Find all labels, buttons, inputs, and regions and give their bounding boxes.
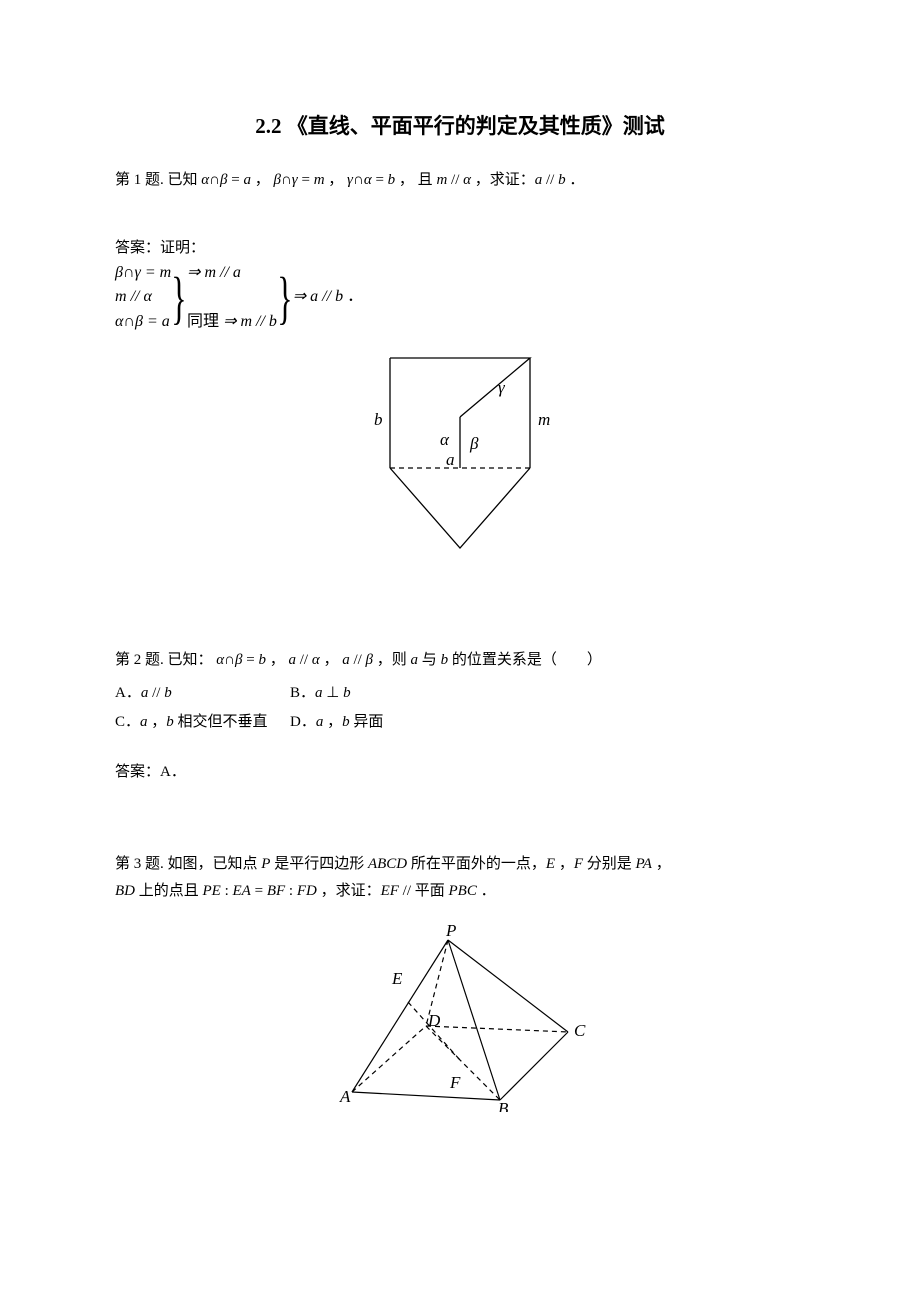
fig3-F: F	[449, 1073, 461, 1092]
q3-block: 第 3 题. 如图，已知点 P 是平行四边形 ABCD 所在平面外的一点，E ，…	[115, 851, 805, 904]
q2-prefix: 已知：	[168, 652, 213, 668]
q1-prefix: 已知	[168, 172, 198, 188]
q2-options: A．a // b B．a ⊥ b C．a ，b 相交但不垂直 D．a ，b 异面	[115, 679, 805, 736]
page-title: 2.2 《直线、平面平行的判定及其性质》测试	[115, 110, 805, 140]
figure-1: γ b m α β a	[115, 353, 805, 568]
fig1-gamma: γ	[498, 378, 506, 397]
fig3-A: A	[339, 1087, 351, 1106]
brace-2: }	[277, 269, 292, 327]
fig3-DB	[426, 1026, 500, 1100]
q1-answer-label: 答案：证明：	[115, 236, 805, 257]
q1-proof: β∩γ = m m // α α∩β = a } ⇒ m // a 同理 ⇒ m…	[115, 261, 805, 335]
q2-block: 第 2 题. 已知： α∩β = b ， a // α ， a // β ，则 …	[115, 648, 805, 782]
fig1-svg: γ b m α β a	[360, 353, 560, 563]
fig3-B: B	[498, 1099, 509, 1112]
q2-label: 第 2 题.	[115, 652, 164, 668]
fig1-top	[390, 358, 530, 417]
q1-and: 且	[418, 172, 433, 188]
q2-opt-d: D．a ，b 异面	[290, 708, 805, 737]
title-number: 2.2	[255, 114, 281, 138]
fig3-AB	[352, 1092, 500, 1100]
q2-opt-c: C．a ，b 相交但不垂直	[115, 708, 290, 737]
fig3-P: P	[445, 922, 456, 940]
figure-3: P E D C A F B	[115, 922, 805, 1117]
fig3-E: E	[391, 969, 403, 988]
fig1-m: m	[538, 410, 550, 429]
fig3-DC	[426, 1026, 568, 1032]
fig3-CP	[448, 940, 568, 1032]
q2-opt-a: A．a // b	[115, 679, 290, 708]
fig1-b: b	[374, 410, 383, 429]
q3-line1: 第 3 题. 如图，已知点 P 是平行四边形 ABCD 所在平面外的一点，E ，…	[115, 851, 805, 877]
fig3-svg: P E D C A F B	[320, 922, 600, 1112]
title-text: 《直线、平面平行的判定及其性质》测试	[287, 114, 665, 138]
fig3-BC	[500, 1032, 568, 1100]
proof-final: ⇒ a // b ．	[293, 285, 363, 310]
q2-opt-b: B．a ⊥ b	[290, 679, 805, 708]
proof-col-1: β∩γ = m m // α α∩β = a	[115, 261, 171, 335]
q2-statement: 第 2 题. 已知： α∩β = b ， a // α ， a // β ，则 …	[115, 648, 805, 674]
fig1-beta: β	[469, 434, 479, 453]
fig1-a: a	[446, 450, 455, 469]
q1-statement: 第 1 题. 已知 α∩β = a ， β∩γ = m ， γ∩α = b ， …	[115, 168, 805, 194]
q3-label: 第 3 题.	[115, 856, 164, 872]
q1-label: 第 1 题.	[115, 172, 164, 188]
fig3-AD	[352, 1026, 426, 1092]
brace-1: }	[171, 269, 186, 327]
proof-col-2: ⇒ m // a 同理 ⇒ m // b	[187, 261, 277, 335]
fig1-alpha: α	[440, 430, 450, 449]
fig3-D: D	[427, 1011, 441, 1030]
fig3-C: C	[574, 1021, 586, 1040]
fig1-bottom	[390, 468, 530, 548]
q2-answer: 答案：A．	[115, 760, 805, 781]
q3-line2: BD 上的点且 PE : EA = BF : FD ，求证：EF // 平面 P…	[115, 878, 805, 904]
